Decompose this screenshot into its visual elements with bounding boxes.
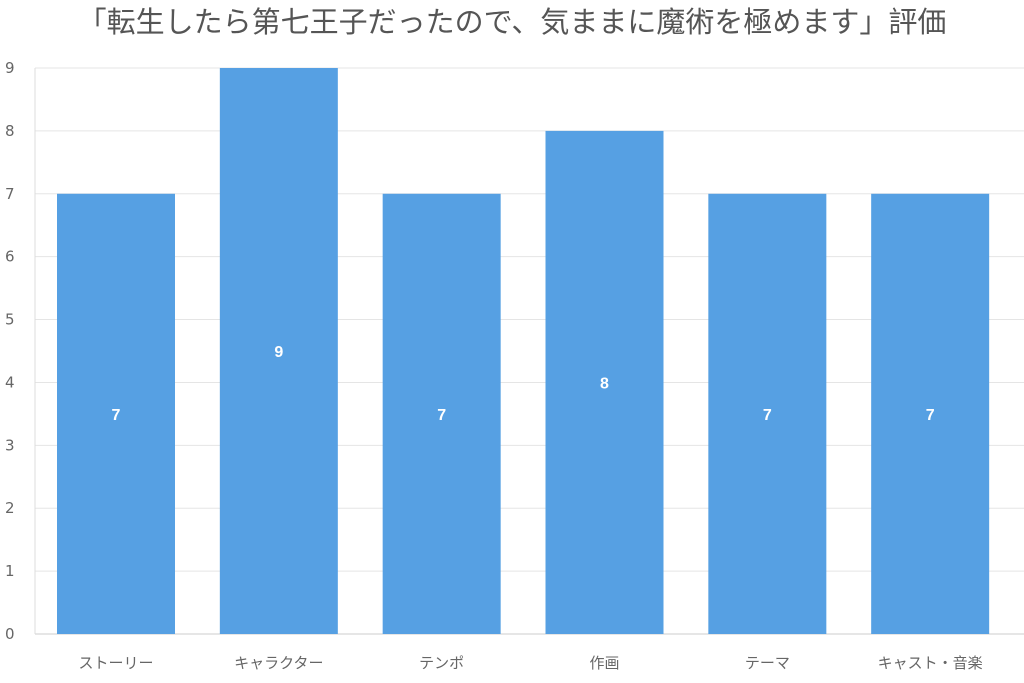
- bar: [219, 68, 338, 634]
- x-axis-categories: ストーリー キャラクター テンポ 作画 テーマ キャスト・音楽: [78, 654, 982, 672]
- data-label: 7: [926, 407, 935, 424]
- x-category-label: ストーリー: [78, 654, 153, 672]
- x-category-label: キャラクター: [234, 654, 323, 672]
- y-tick-label: 5: [5, 311, 15, 329]
- y-axis-ticks: 0 1 2 3 4 5 6 7 8 9: [5, 59, 15, 643]
- data-label: 7: [112, 407, 121, 424]
- bar: [382, 193, 501, 634]
- y-tick-label: 4: [5, 373, 15, 391]
- y-tick-label: 1: [5, 562, 15, 580]
- chart-title: 「転生したら第七王子だったので、気ままに魔術を極めます」評価: [77, 5, 947, 39]
- y-tick-label: 8: [5, 122, 15, 140]
- y-tick-label: 2: [5, 499, 15, 517]
- grid-lines: [34, 67, 1024, 635]
- data-label: 9: [274, 344, 283, 361]
- data-label: 8: [600, 375, 609, 392]
- y-tick-label: 6: [5, 248, 15, 266]
- data-label: 7: [763, 407, 772, 424]
- bar: [708, 193, 827, 634]
- x-category-label: 作画: [589, 654, 619, 672]
- y-tick-label: 3: [5, 436, 15, 454]
- y-tick-label: 9: [5, 59, 15, 77]
- y-tick-label: 7: [5, 185, 15, 203]
- bar: [545, 130, 664, 634]
- bar: [871, 193, 990, 634]
- y-tick-label: 0: [5, 625, 15, 643]
- bar: [57, 193, 175, 634]
- x-category-label: キャスト・音楽: [878, 654, 983, 672]
- data-label: 7: [437, 407, 446, 424]
- bars: [57, 68, 990, 634]
- x-category-label: テンポ: [419, 654, 464, 672]
- x-category-label: テーマ: [745, 654, 790, 672]
- data-labels: 7 9 7 8 7 7: [112, 344, 935, 424]
